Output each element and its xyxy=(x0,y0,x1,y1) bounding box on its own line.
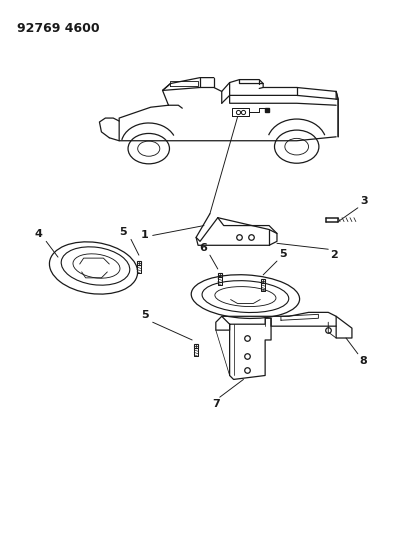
Text: 92769 4600: 92769 4600 xyxy=(17,22,99,35)
Text: 2: 2 xyxy=(329,250,337,260)
Text: 8: 8 xyxy=(359,356,367,366)
Text: 5: 5 xyxy=(278,249,286,259)
Bar xyxy=(260,279,264,283)
Text: 6: 6 xyxy=(198,243,207,253)
Text: 1: 1 xyxy=(141,230,148,240)
Text: 4: 4 xyxy=(34,229,42,239)
Text: 5: 5 xyxy=(119,228,127,237)
Text: 5: 5 xyxy=(141,310,148,320)
Bar xyxy=(194,344,198,348)
Bar xyxy=(217,273,221,277)
Bar xyxy=(136,261,141,265)
Text: 3: 3 xyxy=(360,196,367,206)
Text: 7: 7 xyxy=(211,399,219,409)
